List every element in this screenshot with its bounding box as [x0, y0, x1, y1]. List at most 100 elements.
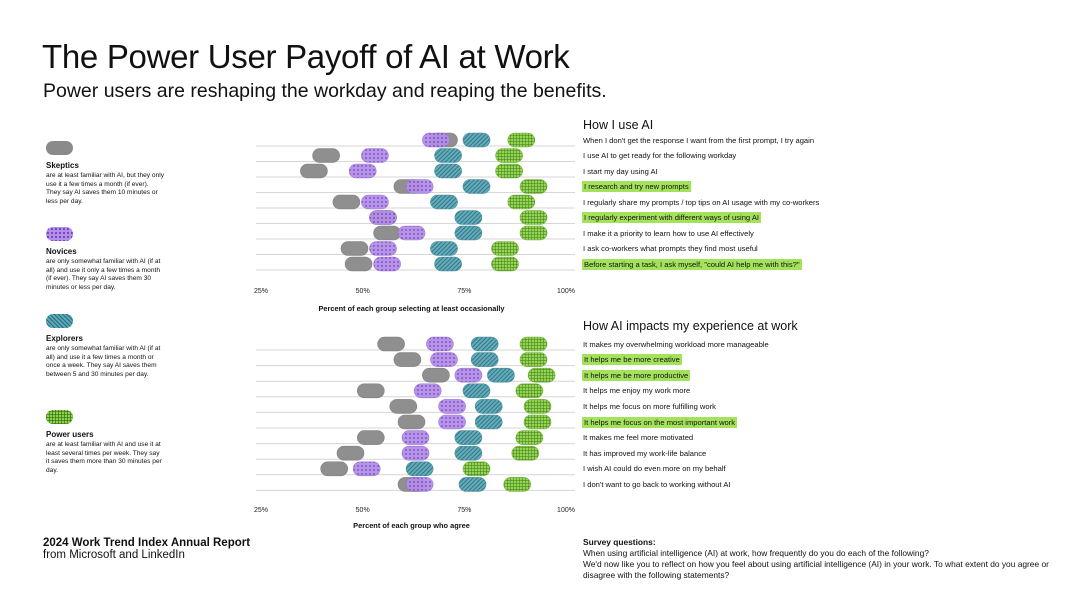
dot-power-users — [523, 414, 552, 430]
chart-row — [256, 336, 575, 352]
row-label: It helps me focus on the most important … — [582, 416, 738, 428]
legend-name: Novices — [46, 247, 77, 256]
legend-name: Skeptics — [46, 161, 79, 170]
chart-row — [256, 445, 575, 461]
row-label: Before starting a task, I ask myself, "c… — [582, 258, 802, 270]
chart-row — [256, 414, 575, 430]
power-users-swatch — [46, 410, 73, 424]
survey-questions: Survey questions: When using artificial … — [583, 537, 1053, 581]
dot-power-users — [515, 430, 544, 445]
dot-skeptics — [340, 241, 369, 256]
report-source: from Microsoft and LinkedIn — [43, 549, 185, 561]
dot-novices — [405, 477, 434, 492]
dot-novices — [413, 383, 442, 399]
dot-novices — [454, 367, 483, 383]
page-subtitle: Power users are reshaping the workday an… — [43, 80, 607, 102]
legend-novices: Novices are only somewhat familiar with … — [46, 227, 164, 292]
row-label: It helps me enjoy my work more — [583, 386, 691, 396]
x-tick-label: 50% — [356, 507, 370, 514]
explorers-swatch — [46, 314, 73, 328]
dot-novices — [352, 461, 381, 477]
row-label: I regularly share my prompts / top tips … — [583, 197, 820, 207]
dot-explorers — [454, 225, 483, 241]
chart-row — [256, 383, 575, 399]
row-label: It has improved my work-life balance — [583, 448, 707, 458]
row-label: I start my day using AI — [583, 166, 658, 176]
chart-row — [256, 399, 575, 414]
dot-power-users — [495, 163, 523, 179]
dot-explorers — [434, 256, 462, 272]
dot-novices — [373, 256, 401, 272]
usage-chart-title: How I use AI — [583, 118, 654, 132]
dot-explorers — [462, 132, 491, 148]
row-label: I research and try new prompts — [582, 181, 691, 192]
dot-explorers — [454, 210, 483, 225]
dot-power-users — [519, 352, 548, 367]
x-tick-label: 25% — [254, 507, 268, 514]
x-tick-label: 100% — [557, 288, 575, 295]
dot-explorers — [454, 430, 483, 445]
dot-explorers — [470, 336, 499, 352]
dot-skeptics — [332, 194, 361, 210]
chart-row — [256, 241, 575, 256]
report-title: 2024 Work Trend Index Annual Report — [43, 537, 251, 549]
novices-swatch — [46, 227, 73, 241]
dot-skeptics — [312, 148, 340, 163]
dot-power-users — [495, 148, 523, 163]
dot-skeptics — [300, 163, 328, 179]
dot-explorers — [474, 414, 503, 430]
row-label: It helps me be more productive — [582, 369, 691, 381]
dot-skeptics — [356, 383, 385, 399]
chart-row — [256, 163, 575, 179]
dot-novices — [361, 194, 389, 210]
dot-skeptics — [377, 336, 405, 352]
dot-power-users — [519, 336, 548, 352]
dot-skeptics — [336, 445, 365, 461]
row-label: It makes my overwhelming workload more m… — [583, 339, 769, 349]
dot-explorers — [454, 445, 483, 461]
dot-novices — [430, 352, 458, 367]
dot-explorers — [434, 163, 462, 179]
row-label: When I don't get the response I want fro… — [583, 135, 815, 145]
chart-row — [256, 225, 575, 241]
row-label: I don't want to go back to working witho… — [583, 479, 731, 489]
dot-novices — [397, 225, 426, 241]
dot-skeptics — [356, 430, 385, 445]
chart-row — [256, 179, 575, 194]
chart-row — [256, 210, 575, 225]
dot-novices — [405, 179, 434, 194]
dot-power-users — [515, 383, 544, 399]
chart-row — [256, 148, 575, 163]
dot-novices — [426, 336, 454, 352]
dot-novices — [401, 430, 430, 445]
dot-explorers — [470, 352, 499, 367]
row-label: It makes me feel more motivated — [583, 433, 694, 443]
chart-row — [256, 256, 575, 272]
chart-row — [256, 132, 575, 148]
dot-novices — [361, 148, 389, 163]
dot-novices — [438, 399, 466, 414]
dot-explorers — [434, 148, 462, 163]
dot-novices — [348, 163, 377, 179]
chart-row — [256, 477, 575, 492]
dot-skeptics — [393, 352, 422, 367]
dot-explorers — [430, 194, 458, 210]
dot-novices — [369, 241, 397, 256]
dot-explorers — [458, 477, 487, 492]
dot-explorers — [462, 179, 491, 194]
chart-row — [256, 352, 575, 367]
survey-question-2: We'd now like you to reflect on how you … — [583, 559, 1049, 580]
row-label: It helps me focus on more fulfilling wor… — [583, 401, 716, 411]
survey-heading: Survey questions: — [583, 537, 656, 547]
dot-power-users — [507, 132, 536, 148]
row-label: I make it a priority to learn how to use… — [583, 228, 754, 238]
chart-row — [256, 367, 575, 383]
dot-skeptics — [344, 256, 373, 272]
dot-power-users — [527, 367, 556, 383]
report-credit: 2024 Work Trend Index Annual Report from… — [43, 537, 250, 561]
dot-skeptics — [389, 399, 418, 414]
x-axis-label: Percent of each group selecting at least… — [318, 304, 505, 313]
row-label: I wish AI could do even more on my behal… — [583, 464, 726, 474]
dot-power-users — [523, 399, 552, 414]
x-tick-label: 75% — [457, 288, 471, 295]
